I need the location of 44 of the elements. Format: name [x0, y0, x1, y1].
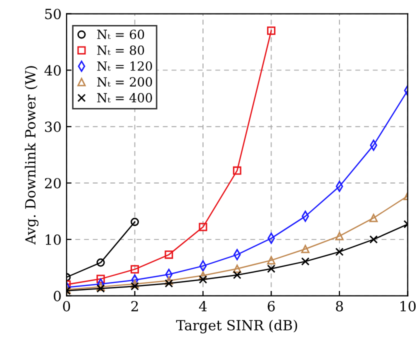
point [267, 26, 276, 35]
x-tick-label: 10 [400, 300, 416, 312]
point [301, 244, 310, 254]
x-tick-label: 8 [336, 300, 343, 312]
point [198, 275, 208, 284]
point [335, 248, 344, 256]
point [267, 256, 276, 264]
point [369, 214, 378, 222]
legend-label: Nₜ = 60 [97, 30, 144, 40]
point [164, 250, 174, 259]
y-tick-label: 50 [45, 8, 61, 20]
point [335, 232, 344, 240]
x-axis-title: Target SINR (dB) [176, 320, 298, 334]
point [198, 271, 208, 280]
point [96, 284, 105, 293]
y-tick-label: 10 [46, 234, 61, 245]
point [232, 166, 242, 175]
point [232, 264, 242, 273]
point [164, 279, 174, 288]
point [198, 222, 208, 232]
x-tick-label: 4 [199, 300, 207, 312]
legend-label: Nₜ = 80 [97, 45, 144, 55]
point [164, 276, 174, 285]
point [130, 280, 139, 288]
point [130, 282, 139, 290]
x-tick-label: 2 [131, 300, 138, 312]
point [232, 270, 242, 280]
point [369, 235, 378, 244]
y-tick-label: 20 [44, 178, 61, 188]
y-axis-title: Avg. Downlink Power (W) [24, 66, 38, 245]
y-tick-label: 0 [54, 290, 61, 302]
point [130, 218, 139, 226]
x-tick-label: 0 [63, 300, 70, 312]
point [96, 274, 105, 284]
point [96, 258, 105, 267]
legend-label: Nₜ = 400 [97, 93, 152, 102]
point [301, 257, 310, 266]
y-tick-label: 30 [45, 122, 61, 132]
y-tick-label: 40 [44, 65, 61, 76]
point [267, 264, 276, 273]
legend-label: Nₜ = 120 [97, 61, 152, 71]
x-tick-label: 6 [268, 300, 275, 312]
legend-label: Nₜ = 200 [97, 77, 152, 87]
point [130, 265, 139, 274]
